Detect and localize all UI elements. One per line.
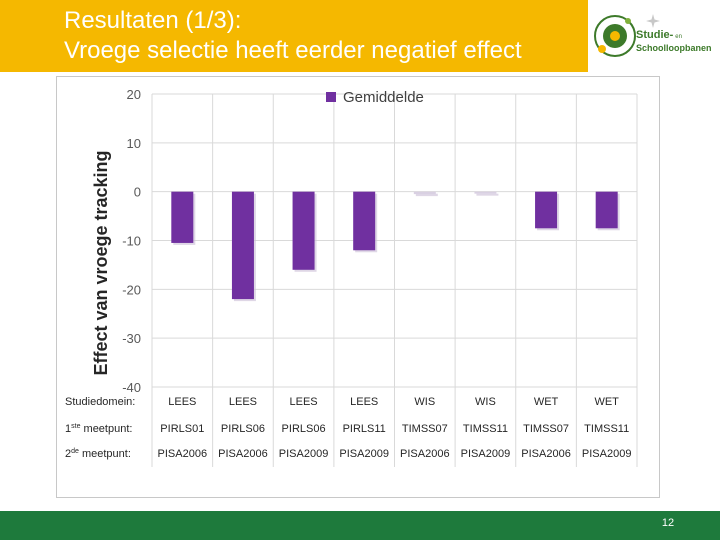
category-cell: PIRLS11 <box>343 423 386 435</box>
chart-bars <box>171 191 620 302</box>
logo-line1-main: Studie- <box>636 29 674 41</box>
y-tick-label: 0 <box>134 185 141 200</box>
category-cell: WIS <box>475 396 496 408</box>
chart-frame: 20 10 0 -10 -20 -30 -40 Gemiddelde Effect van … <box>56 76 660 498</box>
chart-legend: Gemiddelde <box>326 89 424 106</box>
row-label-number: 2 <box>65 448 71 460</box>
category-cell: TIMSS11 <box>463 423 508 435</box>
slide-title-line2: Vroege selectie heeft eerder negatief ef… <box>64 37 522 64</box>
category-cell: LEES <box>350 396 378 408</box>
category-cell: TIMSS07 <box>523 423 569 435</box>
category-cell: TIMSS07 <box>402 423 448 435</box>
y-tick-label: 10 <box>127 136 141 151</box>
bar <box>231 191 254 300</box>
category-cell: LEES <box>289 396 317 408</box>
logo-star-icon <box>646 14 660 28</box>
logo-line1: Studie-en <box>636 29 682 41</box>
bar-shadow <box>415 193 438 197</box>
chart-grid <box>151 93 638 467</box>
slide-footer: 12 <box>0 511 720 540</box>
logo: Studie-en Schoolloopbanen <box>588 0 720 72</box>
y-tick-label: -30 <box>122 331 141 346</box>
slide-title: Resultaten (1/3): Vroege selectie heeft … <box>64 6 522 66</box>
slide-title-line1: Resultaten (1/3): <box>64 7 242 34</box>
page-number: 12 <box>661 517 675 529</box>
y-tick-label: -40 <box>122 380 141 395</box>
bar-shadow <box>476 193 499 196</box>
slide-header: Resultaten (1/3): Vroege selectie heeft … <box>0 0 720 72</box>
logo-line1-small: en <box>675 34 682 40</box>
bar <box>413 191 436 195</box>
bar <box>595 191 618 229</box>
y-axis-label: Effect van vroege tracking <box>91 150 111 375</box>
category-cell: PISA2006 <box>521 448 571 460</box>
category-cell: TIMSS11 <box>584 423 629 435</box>
legend-label: Gemiddelde <box>343 89 424 106</box>
y-axis-ticks: 20 10 0 -10 -20 -30 -40 <box>122 87 141 395</box>
category-cell: PISA2009 <box>582 448 632 460</box>
row-label-superscript: ste <box>71 423 80 430</box>
category-cell: WIS <box>414 396 435 408</box>
bar <box>535 191 558 229</box>
y-tick-label: -10 <box>122 234 141 249</box>
category-cell: PISA2006 <box>158 448 208 460</box>
category-cells: LEES LEES LEES LEES WIS WIS WET WET PIRLS01 PIRLS… <box>158 396 632 460</box>
row-label: 1ste meetpunt: <box>65 423 132 435</box>
logo-emblem-icon <box>594 15 636 57</box>
category-cell: PISA2006 <box>218 448 268 460</box>
bar <box>171 191 194 243</box>
row-label-text: meetpunt: <box>79 448 131 460</box>
category-cell: PIRLS06 <box>282 423 326 435</box>
bar <box>474 191 497 194</box>
category-cell: PIRLS01 <box>160 423 204 435</box>
row-label: 2de meetpunt: <box>65 448 131 460</box>
category-cell: PIRLS06 <box>221 423 265 435</box>
y-tick-label: 20 <box>127 87 141 102</box>
legend-swatch <box>326 92 336 102</box>
category-cell: WET <box>594 396 619 408</box>
category-cell: PISA2009 <box>279 448 329 460</box>
category-cell: PISA2006 <box>400 448 450 460</box>
logo-line2: Schoolloopbanen <box>636 43 712 53</box>
bar <box>353 191 376 251</box>
row-label-number: 1 <box>65 423 71 435</box>
row-label-text: meetpunt: <box>80 423 132 435</box>
category-cell: LEES <box>168 396 196 408</box>
bar-chart: 20 10 0 -10 -20 -30 -40 Gemiddelde Effect van … <box>65 87 638 467</box>
y-tick-label: -20 <box>122 282 141 297</box>
category-cell: PISA2009 <box>339 448 389 460</box>
category-row-labels: Studiedomein:1ste meetpunt:2de meetpunt: <box>65 396 135 460</box>
category-cell: LEES <box>229 396 257 408</box>
row-label-superscript: de <box>71 448 79 455</box>
row-label: Studiedomein: <box>65 396 135 408</box>
bar <box>292 191 315 270</box>
category-cell: WET <box>534 396 559 408</box>
category-cell: PISA2009 <box>461 448 511 460</box>
